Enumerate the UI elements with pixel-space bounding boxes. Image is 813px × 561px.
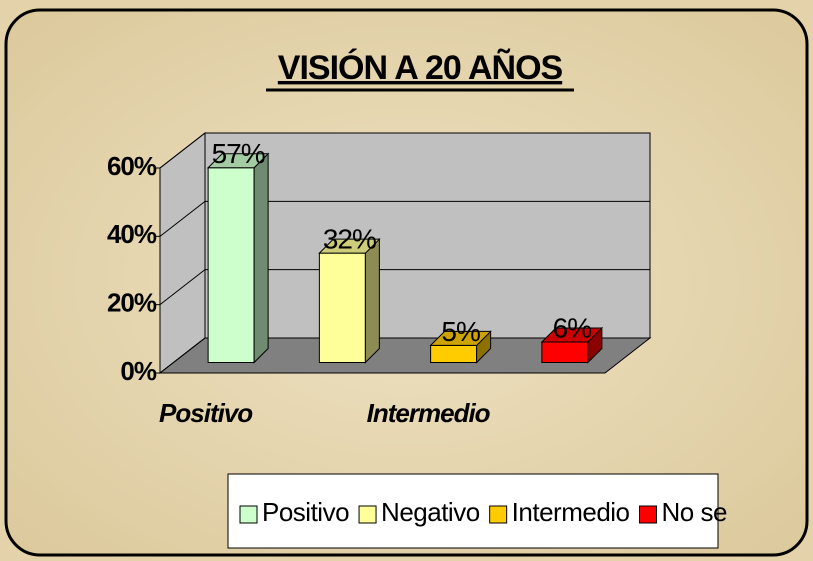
legend-swatch [358, 505, 377, 524]
legend-label: Positivo [262, 497, 349, 527]
x-tick-label: Intermedio [367, 398, 491, 428]
legend-label: No se [662, 497, 727, 527]
bar-side-shade [254, 153, 269, 363]
bar-front [541, 341, 589, 363]
data-label: 5% [441, 316, 480, 347]
bar-top [540, 327, 604, 343]
bar-top [318, 238, 381, 254]
bar-top-shade [208, 153, 269, 168]
bar-front [207, 167, 255, 363]
y-tick-label: 20% [107, 288, 157, 318]
chart-title: VISIÓN A 20 AÑOS [278, 49, 563, 87]
bar-top [429, 330, 492, 346]
bar-side-shade [365, 239, 380, 363]
bar-top-shade [430, 331, 491, 346]
y-tick-label: 40% [107, 219, 157, 249]
bar [429, 330, 492, 364]
bar [540, 326, 604, 364]
bar [318, 237, 381, 364]
bar-top-shade [319, 239, 380, 254]
grid-line [159, 269, 206, 306]
bar-top [206, 153, 270, 169]
legend-label: Intermedio [512, 497, 630, 527]
grid-line [159, 337, 206, 374]
bar [206, 152, 270, 364]
data-label: 6% [553, 312, 592, 343]
y-tick-label: 0% [120, 356, 156, 386]
x-tick-label: Positivo [159, 398, 253, 428]
legend-label: Negativo [381, 497, 480, 527]
data-label: 32% [323, 224, 376, 255]
y-tick-label: 60% [107, 151, 157, 181]
bar-front [318, 252, 366, 363]
legend-swatch [489, 505, 508, 524]
legend-swatch [639, 505, 658, 524]
grid-line [159, 132, 206, 169]
legend-swatch [239, 505, 258, 524]
bar-side-shade [476, 331, 491, 363]
legend [227, 473, 719, 549]
grid-line [159, 200, 206, 237]
data-label: 57% [212, 138, 265, 169]
side-wall [159, 131, 206, 375]
bar-front [430, 344, 478, 363]
back-wall [204, 132, 651, 339]
bar-top-shade [541, 328, 602, 342]
bar-side-shade [587, 328, 602, 363]
